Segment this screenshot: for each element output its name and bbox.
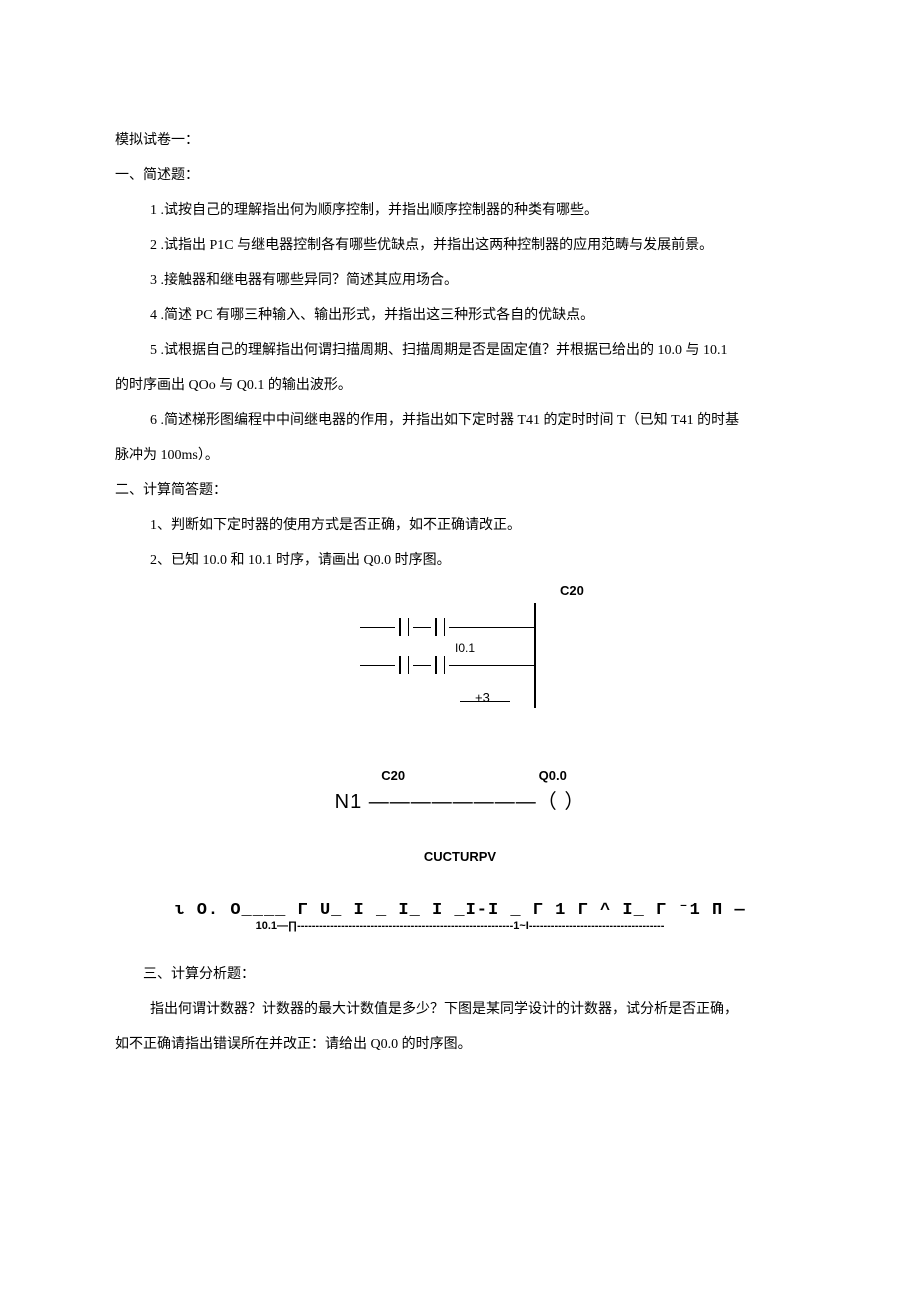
cucturpv-label: CUCTURPV xyxy=(424,849,496,864)
s2-q1: 1、判断如下定时器的使用方式是否正确，如不正确请改正。 xyxy=(115,508,805,543)
ladder-diagram: C20 I0.1 +3 C20 Q0.0 N1 ————————（ ） CUCT xyxy=(115,608,805,864)
s1-q2: 2 .试指出 P1C 与继电器控制各有哪些优缺点，并指出这两种控制器的应用范畴与… xyxy=(115,228,805,263)
label-q00-out: Q0.0 xyxy=(437,768,567,783)
s1-q4: 4 .简述 PC 有哪三种输入、输出形式，并指出这三种形式各自的优缺点。 xyxy=(115,298,805,333)
s1-q1: 1 .试按自己的理解指出何为顺序控制，并指出顺序控制器的种类有哪些。 xyxy=(115,193,805,228)
s3-p1: 指出何谓计数器？计数器的最大计数值是多少？下图是某同学设计的计数器，试分析是否正… xyxy=(115,992,805,1027)
paper-title: 模拟试卷一： xyxy=(115,123,805,158)
section1-heading: 一、简述题： xyxy=(115,158,805,193)
waveform-diagram: ι O. O____ Γ U_ I _ I_ I _I-I _ Γ 1 Γ ^ … xyxy=(115,899,805,932)
section3-heading: 三、计算分析题： xyxy=(115,957,805,992)
label-i01: I0.1 xyxy=(455,641,475,655)
waveform-line2: 10.1—∏----------------------------------… xyxy=(115,920,805,932)
s3-p2: 如不正确请指出错误所在并改正：请给出 Q0.0 的时序图。 xyxy=(115,1027,805,1062)
s2-q2: 2、已知 10.0 和 10.1 时序，请画出 Q0.0 时序图。 xyxy=(115,543,805,578)
s1-q5a: 5 .试根据自己的理解指出何谓扫描周期、扫描周期是否是固定值？并根据已给出的 1… xyxy=(115,333,805,368)
s1-q3: 3 .接触器和继电器有哪些异同？简述其应用场合。 xyxy=(115,263,805,298)
output-row: C20 Q0.0 N1 ————————（ ） xyxy=(335,768,586,814)
label-plus3: +3 xyxy=(475,690,490,705)
section2-heading: 二、计算简答题： xyxy=(115,473,805,508)
s1-q6b: 脉冲为 100ms）。 xyxy=(115,438,805,473)
waveform-line1: ι O. O____ Γ U_ I _ I_ I _I-I _ Γ 1 Γ ^ … xyxy=(115,899,805,920)
s1-q6a: 6 .简述梯形图编程中中间继电器的作用，并指出如下定时器 T41 的定时时间 T… xyxy=(115,403,805,438)
label-c20-out: C20 xyxy=(353,768,433,783)
n1-output-row: N1 ————————（ ） xyxy=(335,785,586,814)
ladder-block: C20 I0.1 +3 xyxy=(360,608,560,728)
label-c20-top: C20 xyxy=(560,583,584,598)
s1-q5b: 的时序画出 QOo 与 Q0.1 的输出波形。 xyxy=(115,368,805,403)
